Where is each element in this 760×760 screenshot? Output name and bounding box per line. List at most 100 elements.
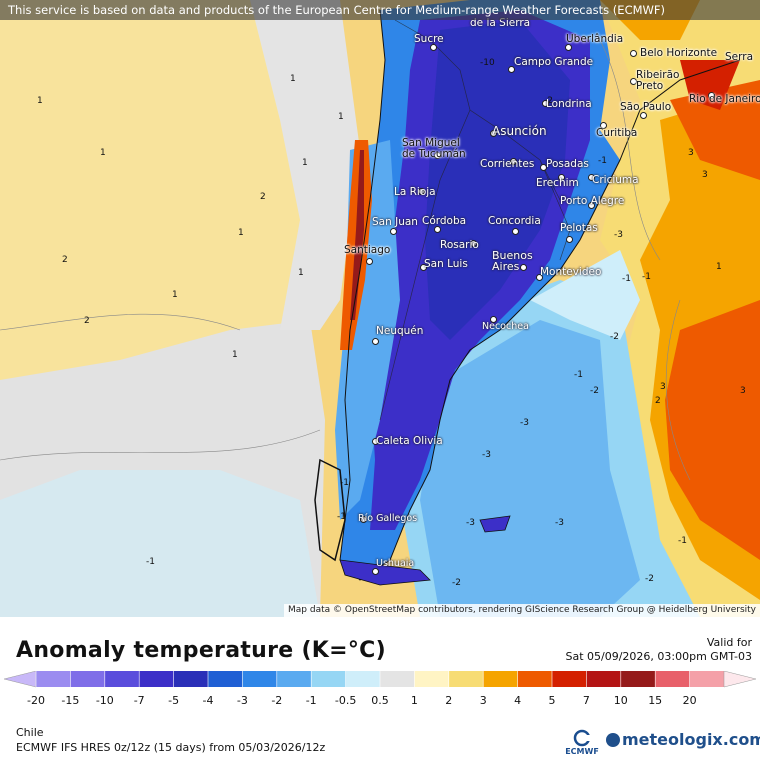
- contour-label: -1: [598, 156, 607, 166]
- hot-rio: [680, 60, 740, 110]
- contour-label: 1: [302, 158, 308, 168]
- city-label: Ribeirão Preto: [636, 69, 680, 92]
- contour-label: -3: [482, 450, 491, 460]
- city-dot: [430, 44, 437, 51]
- contour-label: -1: [678, 536, 687, 546]
- city-label: Santiago: [344, 244, 391, 256]
- legend-swatch: [36, 671, 71, 687]
- city-dot: [490, 316, 497, 323]
- city-dot: [600, 122, 607, 129]
- brand-text: meteologix.com: [622, 730, 760, 749]
- legend-tick-label: -4: [203, 694, 214, 707]
- city-label: Erechim: [536, 177, 579, 189]
- city-label: Corrientes: [480, 158, 535, 170]
- city-label: São Paulo: [620, 101, 672, 113]
- legend-tick-label: 15: [648, 694, 662, 707]
- contour-label: -1: [337, 512, 346, 522]
- legend-tick-label: -1: [306, 694, 317, 707]
- chile-fjords: [314, 458, 346, 562]
- legend-tick-label: 1: [411, 694, 418, 707]
- city-label: Porto Alegre: [560, 195, 625, 207]
- legend-swatch: [483, 671, 519, 687]
- city-label: Asunción: [492, 124, 547, 138]
- contour-label: 1: [100, 148, 106, 158]
- city-dot: [434, 226, 441, 233]
- city-label: Rosario: [440, 239, 479, 251]
- city-dot: [418, 188, 425, 195]
- andes-hot-strip: [350, 150, 364, 320]
- city-dot: [588, 202, 595, 209]
- legend-swatch: [414, 671, 450, 687]
- map-attribution: Map data © OpenStreetMap contributors, r…: [284, 604, 760, 617]
- city-dot: [512, 228, 519, 235]
- contour-label: -3: [555, 518, 564, 528]
- contour-label: -2: [610, 332, 619, 342]
- city-label: Pelotas: [560, 222, 598, 234]
- legend-swatches: [4, 671, 756, 688]
- legend-swatch: [311, 671, 347, 687]
- contour-label: 2: [62, 255, 68, 265]
- legend-ticks: -20 -15 -10 -7 -5 -4 -3 -2 -1 -0.5 0.5 1 2 3 4 5 7 10 15 20: [27, 671, 697, 707]
- contour-label: 2: [655, 396, 661, 406]
- city-label: Criciuma: [592, 174, 639, 186]
- contour-label: -1: [574, 370, 583, 380]
- city-dot: [630, 50, 637, 57]
- contour-label: -3: [466, 518, 475, 528]
- city-label: Ushuaia: [376, 558, 415, 569]
- map-canvas: [0, 0, 760, 617]
- legend-tick-label: -15: [61, 694, 79, 707]
- coldest-core: [425, 20, 570, 340]
- legend-swatch: [104, 671, 140, 687]
- legend-swatch: [586, 671, 622, 687]
- contour-label: 3: [740, 386, 746, 396]
- legend-tick-label: 2: [445, 694, 452, 707]
- contour-label: -2: [590, 386, 599, 396]
- city-label: Caleta Olivia: [376, 435, 443, 447]
- legend-tick-label: 0.5: [371, 694, 389, 707]
- valid-date: Sat 05/09/2026, 03:00pm GMT-03: [565, 650, 752, 663]
- city-dot: [558, 174, 565, 181]
- contour-label: -1: [642, 272, 651, 282]
- contour-label: 1: [338, 112, 344, 122]
- tierra-del-fuego: [339, 559, 431, 586]
- city-dot: [508, 66, 515, 73]
- legend-swatch: [517, 671, 553, 687]
- city-dot: [372, 338, 379, 345]
- legend-tick-label: 4: [514, 694, 521, 707]
- brand-logo[interactable]: meteologix.com: [606, 730, 760, 749]
- ecmwf-logo: ECMWF: [562, 728, 602, 758]
- legend-tick-label: -0.5: [335, 694, 356, 707]
- temperature-anomaly-map: de la Sierra Sucre Uberlândia Belo Horiz…: [0, 0, 760, 617]
- city-label: Serra: [725, 51, 754, 63]
- legend-arrow-right: [723, 671, 756, 688]
- city-dot: [372, 568, 379, 575]
- legend-tick-label: 5: [549, 694, 556, 707]
- legend-tick-label: -20: [27, 694, 45, 707]
- contour-label: 1: [238, 228, 244, 238]
- city-label: de la Sierra: [470, 17, 531, 29]
- hot-atlantic: [665, 300, 760, 560]
- legend-tick-label: 10: [614, 694, 628, 707]
- valid-label: Valid for: [706, 636, 752, 649]
- contour-label: 1: [37, 96, 43, 106]
- ecmwf-label: ECMWF: [565, 747, 599, 756]
- color-legend: -20 -15 -10 -7 -5 -4 -3 -2 -1 -0.5 0.5 1 2 3 4 5 7 10 15 20: [4, 671, 756, 707]
- contour-label: 1: [232, 350, 238, 360]
- city-label: Córdoba: [422, 215, 467, 227]
- city-dot: [520, 264, 527, 271]
- city-label: Sucre: [414, 33, 444, 45]
- contour-label: 3: [660, 382, 666, 392]
- legend-tick-label: 3: [480, 694, 487, 707]
- ecmwf-icon: [573, 729, 591, 747]
- contour-label: -1: [340, 478, 349, 488]
- contour-label: 3: [688, 148, 694, 158]
- contour-label: -1: [146, 557, 155, 567]
- model-info: ECMWF IFS HRES 0z/12z (15 days) from 05/…: [16, 741, 326, 754]
- region-name: Chile: [16, 726, 44, 739]
- legend-swatch: [173, 671, 209, 687]
- city-label: Rio de Janeiro: [689, 93, 760, 105]
- legend-tick-label: -5: [168, 694, 179, 707]
- chart-title: Anomaly temperature (K=°C): [16, 638, 386, 663]
- contour-label: -2: [645, 574, 654, 584]
- city-dot: [542, 100, 549, 107]
